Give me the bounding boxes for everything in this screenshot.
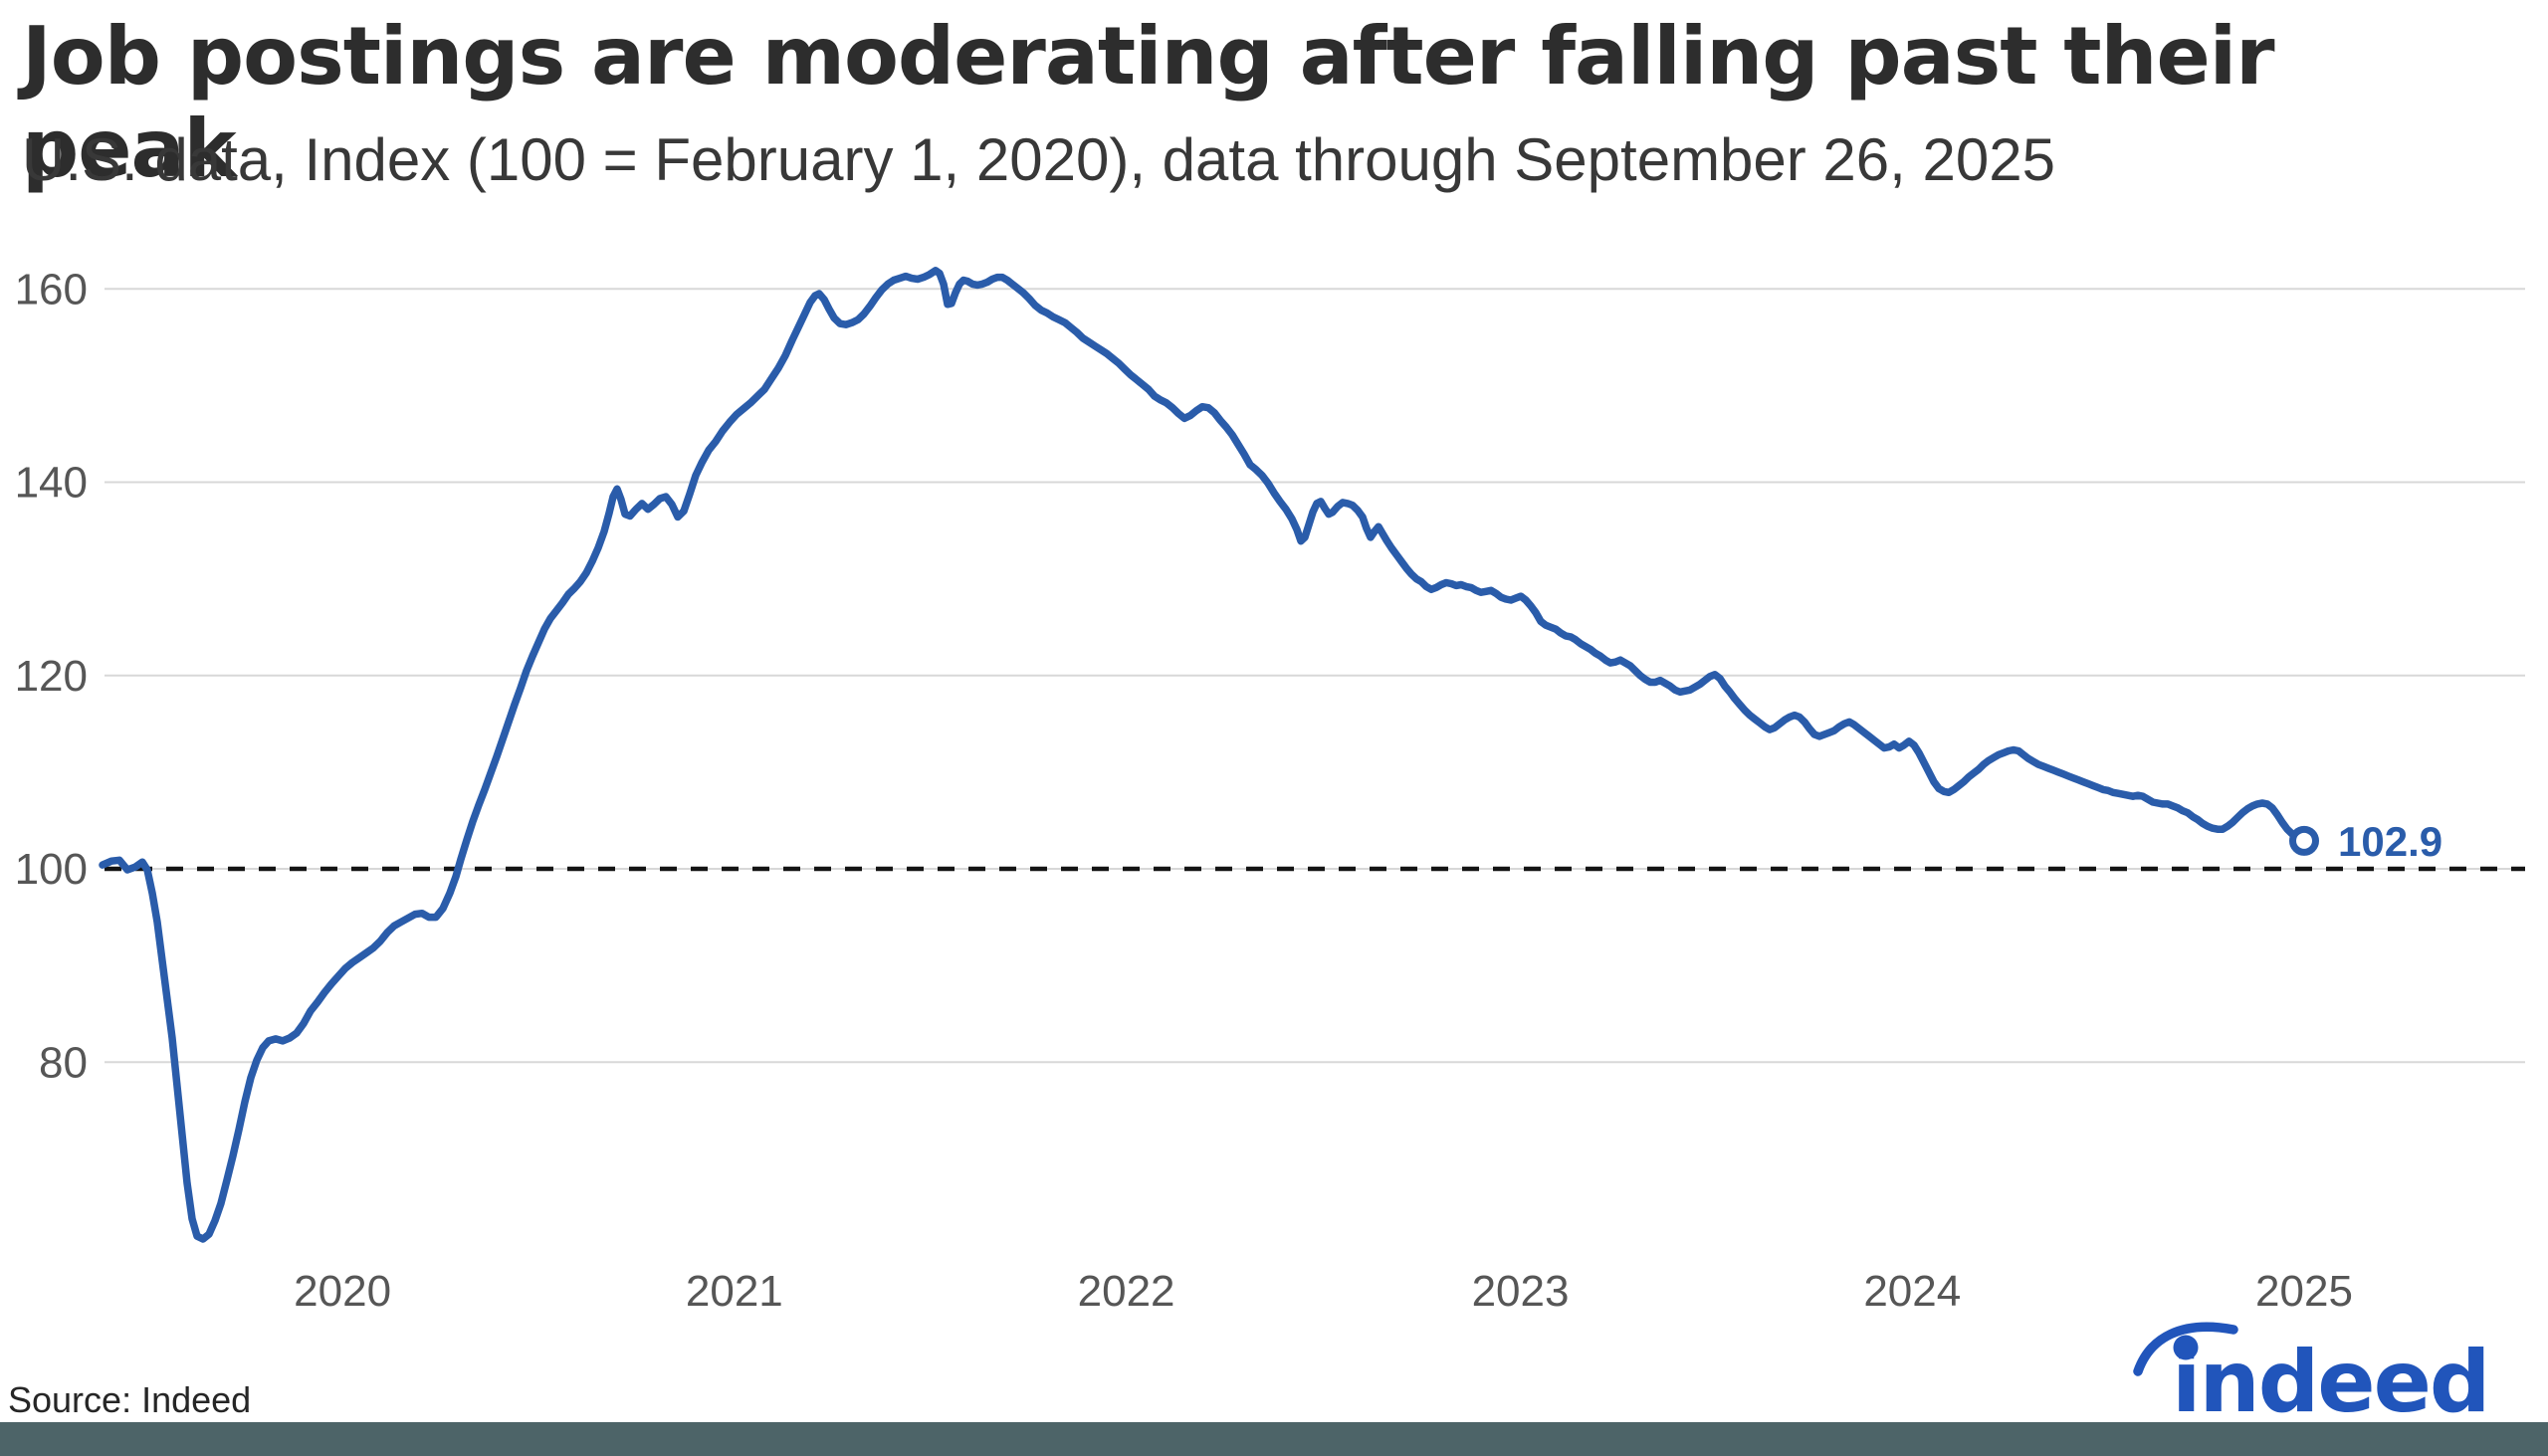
y-tick-label-80: 80 — [39, 1038, 88, 1087]
footer-bar — [0, 1422, 2548, 1456]
page-title: Job postings are moderating after fallin… — [22, 10, 2275, 195]
logo-i-dot-icon — [2173, 1335, 2199, 1360]
x-tick-label-2024: 2024 — [1863, 1267, 1961, 1316]
logo-swoosh-icon — [2133, 1322, 2238, 1376]
y-tick-label-140: 140 — [15, 459, 88, 508]
x-tick-label-2021: 2021 — [686, 1267, 783, 1316]
x-tick-label-2022: 2022 — [1078, 1267, 1175, 1316]
x-tick-label-2023: 2023 — [1472, 1267, 1570, 1316]
y-tick-label-120: 120 — [15, 652, 88, 701]
source-note: Source: Indeed — [8, 1379, 252, 1420]
chart-subtitle: U.S. data, Index (100 = February 1, 2020… — [22, 126, 2055, 193]
x-tick-label-2020: 2020 — [294, 1267, 391, 1316]
y-tick-label-160: 160 — [15, 265, 88, 313]
end-point-marker — [2289, 825, 2319, 856]
x-tick-label-2025: 2025 — [2255, 1267, 2353, 1316]
logo-wordmark: indeed — [2172, 1333, 2488, 1423]
job-postings-line — [99, 267, 2308, 1243]
end-value-label: 102.9 — [2338, 818, 2442, 865]
y-tick-label-100: 100 — [15, 845, 88, 894]
indeed-logo: indeed — [2120, 1284, 2538, 1432]
